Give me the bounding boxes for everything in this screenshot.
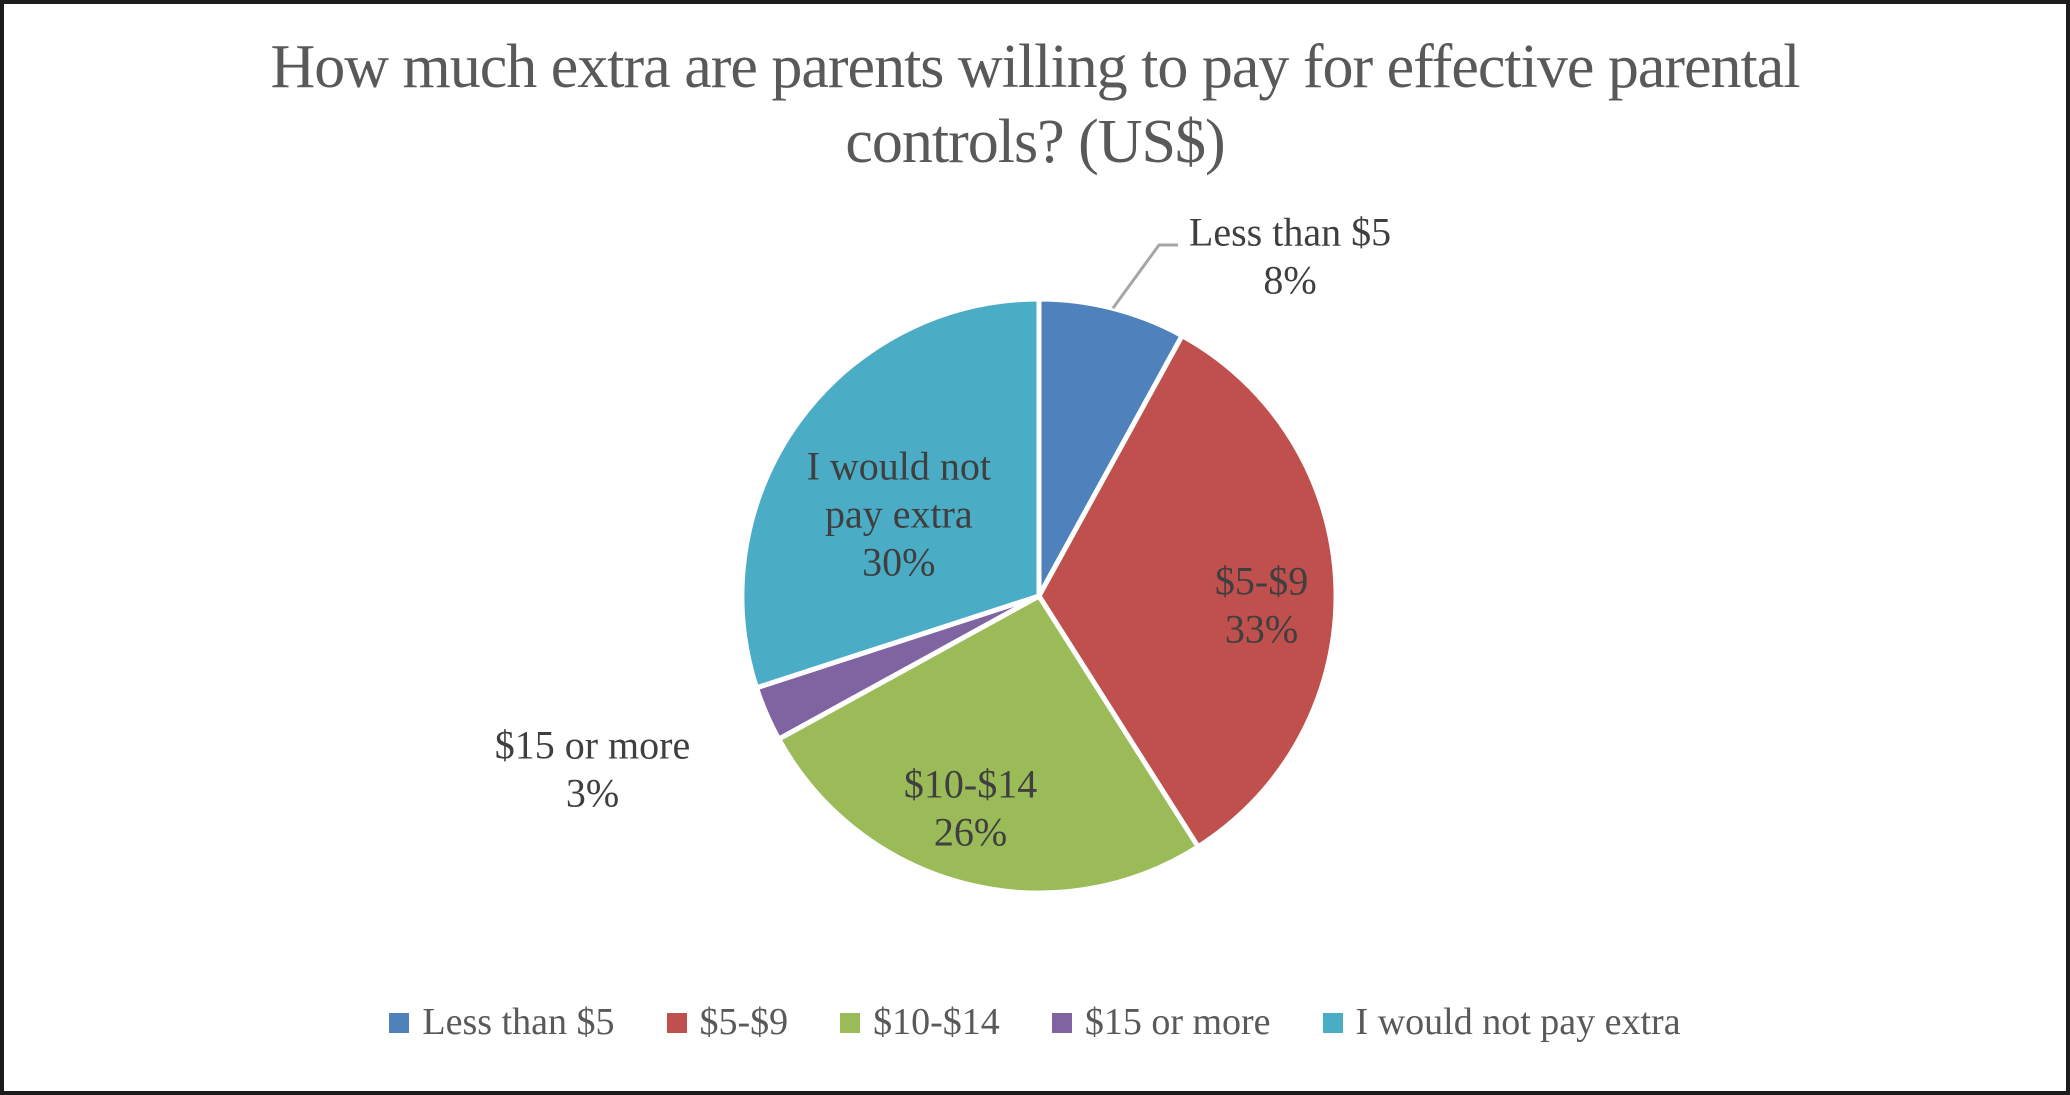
chart-title: How much extra are parents willing to pa… (270, 33, 1801, 177)
pie-slice-less-than-5 (1036, 296, 1185, 599)
slice-label-10-14: $10-$14 26% (904, 761, 1037, 854)
pie-chart: Less than $5 8% $5-$9 33% $10-$14 26% $15 or m… (495, 210, 1391, 896)
legend: Less than $5 $5-$9 $10-$14 $15 or more I wou… (4, 1000, 2066, 1044)
slice-label-less-than-5: Less than $5 8% (1189, 210, 1391, 303)
legend-item-10-14: $10-$14 (840, 1000, 1000, 1044)
pie-slice-i-would-not-pay-extra (739, 296, 1042, 691)
slice-label-15-or-more: $15 or more 3% (495, 722, 691, 815)
pie-slice-5-9 (1036, 333, 1339, 850)
legend-label: $5-$9 (699, 1001, 789, 1043)
slice-label-i-would-not-pay-extra: I would not pay extra 30% (807, 444, 991, 585)
legend-item-i-would-not-pay-extra: I would not pay extra (1322, 1000, 1681, 1044)
legend-item-15-or-more: $15 or more (1051, 1000, 1271, 1044)
legend-item-less-than-5: Less than $5 (389, 1000, 615, 1044)
slice-label-5-9: $5-$9 33% (1215, 559, 1308, 652)
leader-line-less-than-5 (1111, 243, 1178, 310)
legend-label: $10-$14 (873, 1001, 1000, 1043)
legend-swatch-i-would-not-pay-extra (1322, 1013, 1343, 1033)
legend-swatch-less-than-5 (389, 1013, 410, 1033)
legend-label: $15 or more (1084, 1001, 1271, 1043)
legend-label: I would not pay extra (1355, 1001, 1681, 1043)
pie-slice-10-14 (776, 593, 1201, 896)
legend-swatch-5-9 (666, 1013, 687, 1033)
legend-swatch-10-14 (840, 1013, 861, 1033)
legend-item-5-9: $5-$9 (666, 1000, 789, 1044)
legend-label: Less than $5 (422, 1001, 615, 1043)
legend-swatch-15-or-more (1051, 1013, 1072, 1033)
